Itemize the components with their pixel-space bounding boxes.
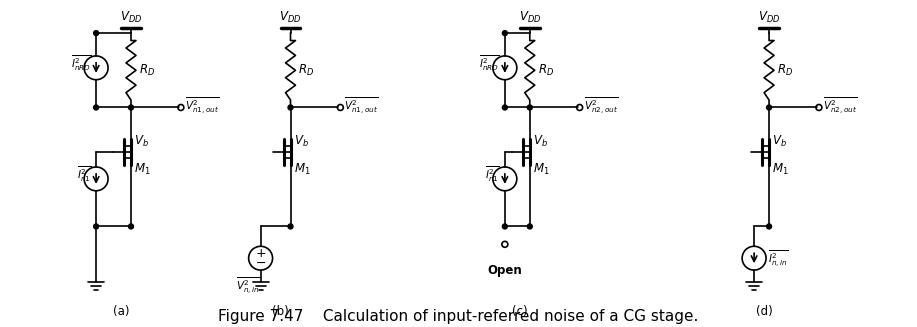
Circle shape xyxy=(767,224,771,229)
Text: $V_{DD}$: $V_{DD}$ xyxy=(280,10,302,25)
Circle shape xyxy=(288,224,293,229)
Text: $M_1$: $M_1$ xyxy=(533,163,549,178)
Text: $V_{DD}$: $V_{DD}$ xyxy=(757,10,780,25)
Circle shape xyxy=(767,105,771,110)
Text: Figure 7.47    Calculation of input-referred noise of a CG stage.: Figure 7.47 Calculation of input-referre… xyxy=(218,309,699,324)
Text: $\overline{V^2_{n1,out}}$: $\overline{V^2_{n1,out}}$ xyxy=(185,95,219,116)
Circle shape xyxy=(128,224,134,229)
Circle shape xyxy=(288,105,293,110)
Text: Open: Open xyxy=(488,264,523,277)
Text: $V_{DD}$: $V_{DD}$ xyxy=(120,10,142,25)
Text: $\overline{V^2_{n,in}}$: $\overline{V^2_{n,in}}$ xyxy=(237,276,260,296)
Text: $V_b$: $V_b$ xyxy=(293,134,308,149)
Circle shape xyxy=(128,105,134,110)
Circle shape xyxy=(503,105,507,110)
Text: $V_{DD}$: $V_{DD}$ xyxy=(519,10,541,25)
Circle shape xyxy=(527,224,532,229)
Text: $V_b$: $V_b$ xyxy=(772,134,787,149)
Text: $V_b$: $V_b$ xyxy=(134,134,149,149)
Text: (b): (b) xyxy=(272,305,289,318)
Text: $\overline{I^2_{n1}}$: $\overline{I^2_{n1}}$ xyxy=(485,164,500,184)
Circle shape xyxy=(503,31,507,36)
Text: +: + xyxy=(255,247,266,260)
Circle shape xyxy=(94,31,99,36)
Circle shape xyxy=(503,224,507,229)
Text: $V_b$: $V_b$ xyxy=(533,134,547,149)
Text: (d): (d) xyxy=(756,305,772,318)
Text: $R_D$: $R_D$ xyxy=(139,63,155,78)
Text: (c): (c) xyxy=(512,305,527,318)
Text: $R_D$: $R_D$ xyxy=(537,63,554,78)
Text: $M_1$: $M_1$ xyxy=(772,163,789,178)
Text: $M_1$: $M_1$ xyxy=(293,163,310,178)
Text: $\overline{I^2_{n,in}}$: $\overline{I^2_{n,in}}$ xyxy=(768,248,789,268)
Text: $M_1$: $M_1$ xyxy=(134,163,150,178)
Text: (a): (a) xyxy=(113,305,129,318)
Text: $\overline{V^2_{n1,out}}$: $\overline{V^2_{n1,out}}$ xyxy=(345,95,379,116)
Text: $R_D$: $R_D$ xyxy=(299,63,315,78)
Text: $\overline{I^2_{nRD}}$: $\overline{I^2_{nRD}}$ xyxy=(480,53,500,73)
Text: $\overline{V^2_{n2,out}}$: $\overline{V^2_{n2,out}}$ xyxy=(583,95,618,116)
Circle shape xyxy=(527,105,532,110)
Circle shape xyxy=(94,105,99,110)
Text: −: − xyxy=(255,257,266,270)
Circle shape xyxy=(94,224,99,229)
Text: $\overline{I^2_{nRD}}$: $\overline{I^2_{nRD}}$ xyxy=(71,53,91,73)
Text: $R_D$: $R_D$ xyxy=(777,63,793,78)
Text: $\overline{I^2_{n1}}$: $\overline{I^2_{n1}}$ xyxy=(76,164,91,184)
Text: $\overline{V^2_{n2,out}}$: $\overline{V^2_{n2,out}}$ xyxy=(823,95,857,116)
